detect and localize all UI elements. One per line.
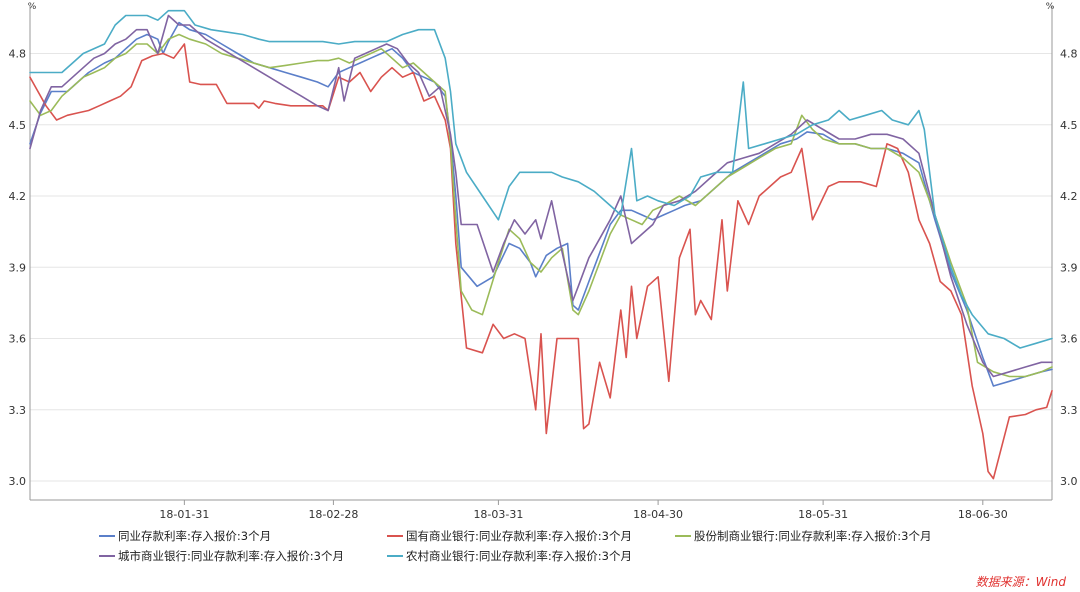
y-tick-label-left: 3.9 (9, 261, 27, 274)
legend-label: 股份制商业银行:同业存款利率:存入报价:3个月 (694, 529, 931, 543)
y-tick-label-left: 4.8 (9, 48, 27, 61)
y-tick-label-left: 4.5 (9, 119, 27, 132)
y-tick-label-right: 3.3 (1060, 404, 1078, 417)
y-tick-label-right: 4.2 (1060, 190, 1078, 203)
legend: 同业存款利率:存入报价:3个月 国有商业银行:同业存款利率:存入报价:3个月 股份制… (99, 529, 931, 563)
series-line-1 (29, 21, 1053, 387)
legend-label: 农村商业银行:同业存款利率:存入报价:3个月 (406, 549, 632, 563)
y-tick-label-left: 3.0 (9, 475, 27, 488)
plot-series (29, 9, 1053, 480)
legend-label: 城市商业银行:同业存款利率:存入报价:3个月 (118, 549, 344, 563)
x-tick-label: 18-06-30 (958, 508, 1008, 521)
y-tick-label-left: 3.6 (9, 333, 27, 346)
y-unit-right: % (1046, 2, 1055, 12)
y-tick-label-right: 3.9 (1060, 261, 1078, 274)
x-tick-label: 18-02-28 (308, 508, 358, 521)
x-tick-label: 18-05-31 (798, 508, 848, 521)
y-tick-label-right: 3.0 (1060, 475, 1078, 488)
legend-label: 同业存款利率:存入报价:3个月 (118, 529, 271, 543)
series-line-5 (29, 9, 1053, 349)
x-tick-label: 18-04-30 (633, 508, 683, 521)
axes: 3.0 3.0 3.3 3.3 3.6 3.6 3.9 3.9 4.2 4.2 4.5 4.5 4.8 4… (9, 2, 1078, 521)
series-line-4 (29, 14, 1053, 378)
y-tick-label-right: 4.5 (1060, 119, 1078, 132)
y-tick-label-left: 3.3 (9, 404, 27, 417)
x-tick-label: 18-01-31 (159, 508, 209, 521)
legend-label: 国有商业银行:同业存款利率:存入报价:3个月 (406, 529, 632, 543)
y-tick-label-right: 3.6 (1060, 333, 1078, 346)
x-tick-label: 18-03-31 (473, 508, 523, 521)
y-tick-label-right: 4.8 (1060, 48, 1078, 61)
y-tick-label-left: 4.2 (9, 190, 27, 203)
series-line-3 (29, 33, 1053, 378)
y-unit-left: % (28, 2, 37, 12)
series-line-2 (29, 43, 1053, 480)
data-source: 数据来源：Wind (976, 575, 1067, 589)
